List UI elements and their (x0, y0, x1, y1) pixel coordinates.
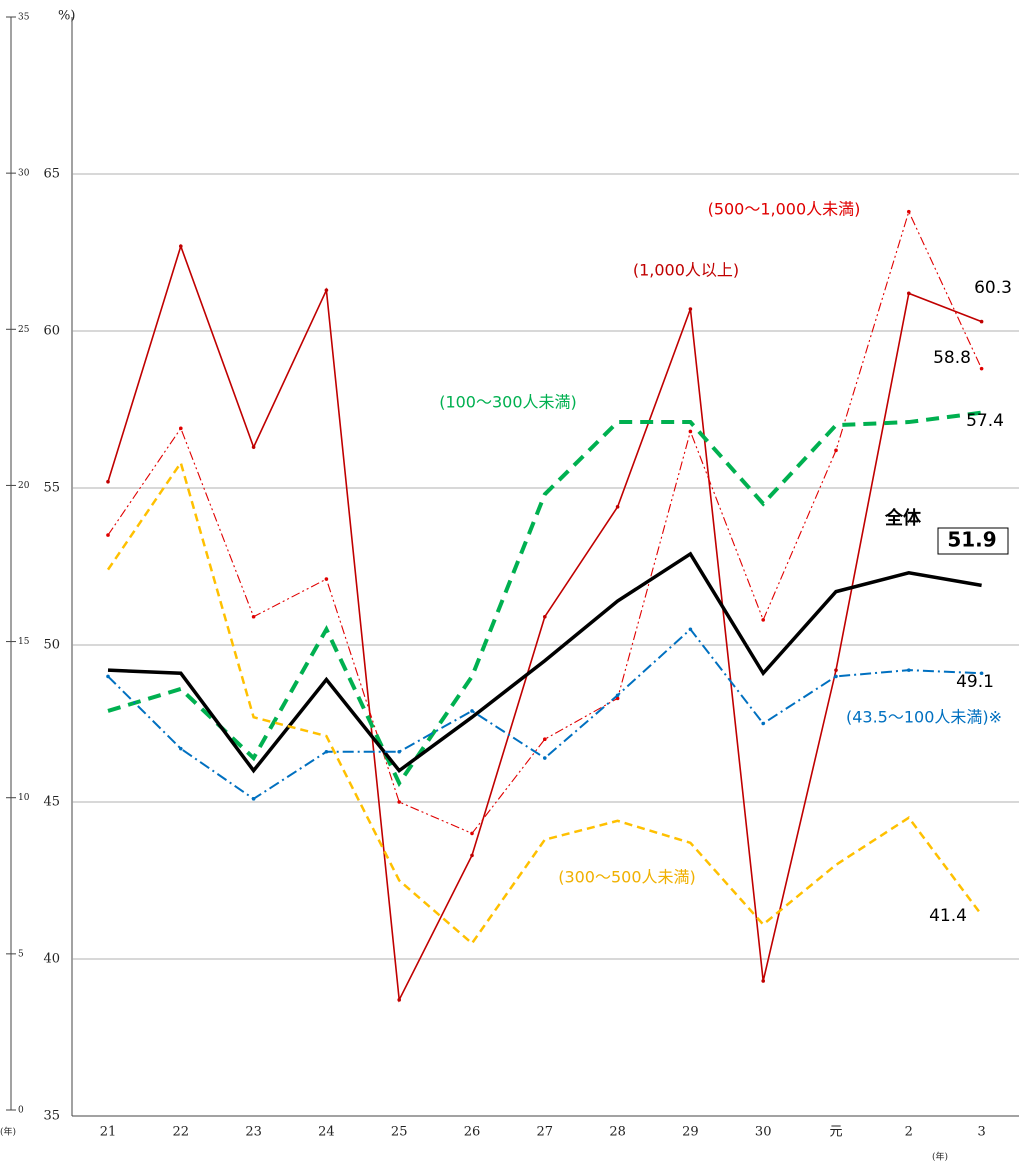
point (106, 533, 110, 537)
value-label: 57.4 (966, 411, 1004, 431)
y2-tick-label: 0 (18, 1106, 24, 1116)
point (251, 797, 256, 801)
x-tick-label: 30 (755, 1125, 772, 1140)
x-tick-label: 23 (245, 1125, 262, 1140)
value-label: 41.4 (929, 906, 967, 926)
y2-unit: (年) (0, 1126, 16, 1138)
point (179, 746, 183, 751)
series-line (107, 243, 982, 1003)
x-tick-label: 28 (609, 1125, 626, 1140)
point (761, 979, 765, 983)
value-label: 49.1 (956, 672, 994, 692)
x-tick-label: 24 (318, 1125, 335, 1140)
y2-tick-label: 15 (18, 637, 30, 647)
point (761, 721, 765, 726)
point (324, 749, 329, 754)
value-label: 60.3 (974, 278, 1012, 298)
point (761, 618, 765, 622)
y-tick-label: 55 (43, 481, 60, 496)
series-label: (43.5～100人未満)※ (846, 708, 1002, 727)
y-tick-label: 40 (43, 952, 60, 967)
x-tick-label: 2 (905, 1125, 913, 1140)
y-tick-label: 35 (43, 1109, 60, 1124)
x-tick-label: 21 (100, 1125, 117, 1140)
point (979, 366, 984, 371)
series-label: (300～500人未満) (558, 868, 696, 887)
series-label: 全体 (884, 507, 922, 529)
point (179, 426, 183, 431)
series-label: (1,000人以上) (633, 261, 739, 280)
point (688, 429, 693, 434)
point (979, 671, 984, 676)
point (688, 627, 693, 632)
point (688, 307, 693, 311)
point (979, 319, 984, 324)
y2-tick-label: 30 (18, 169, 30, 179)
point (543, 756, 547, 760)
point (615, 505, 620, 509)
point (834, 668, 838, 672)
y-tick-label: 60 (43, 324, 60, 339)
value-box (937, 527, 1009, 555)
y-tick-label: 50 (43, 638, 60, 653)
y2-tick-label: 5 (18, 949, 24, 959)
point (543, 737, 547, 741)
y2-tick-label: 35 (18, 13, 30, 23)
point (397, 749, 402, 754)
point (324, 288, 329, 292)
y2-tick-label: 20 (18, 481, 30, 491)
point (470, 831, 474, 836)
y-tick-label: 45 (43, 795, 60, 810)
series-line (106, 459, 983, 946)
point (470, 709, 474, 713)
point (470, 853, 474, 858)
series-label: (500～1,000人未満) (708, 200, 861, 219)
point (907, 668, 911, 672)
point (324, 577, 329, 581)
point (543, 614, 547, 619)
point (907, 291, 911, 296)
point (615, 693, 620, 698)
x-tick-label: 元 (829, 1125, 842, 1140)
y-axis-label: %) (58, 9, 75, 24)
value-label: 58.8 (933, 348, 971, 368)
point (106, 674, 110, 679)
point (179, 244, 183, 249)
point (834, 448, 838, 453)
series-line (107, 551, 982, 774)
point (251, 614, 256, 619)
y2-tick-label: 10 (18, 793, 30, 803)
y-tick-label: 65 (43, 167, 60, 182)
x-tick-label: 29 (682, 1125, 699, 1140)
point (397, 800, 402, 804)
x-tick-label: 26 (464, 1125, 481, 1140)
value-label: 51.9 (947, 528, 996, 552)
x-tick-label: 25 (391, 1125, 408, 1140)
point (907, 209, 911, 214)
series-line (107, 410, 982, 788)
x-tick-label: 3 (977, 1125, 985, 1140)
point (615, 696, 620, 701)
x-unit: (年) (932, 1151, 948, 1163)
point (251, 445, 256, 449)
point (106, 479, 110, 484)
x-tick-label: 27 (537, 1125, 554, 1140)
x-tick-label: 22 (173, 1125, 190, 1140)
y2-tick-label: 25 (18, 325, 30, 335)
point (397, 998, 402, 1002)
point (834, 674, 838, 679)
series-label: (100～300人未満) (439, 393, 577, 412)
